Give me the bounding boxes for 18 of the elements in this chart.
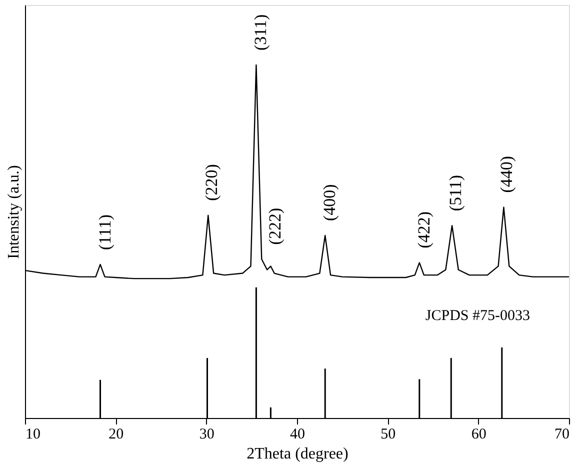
x-tick-label: 10 [26,426,40,442]
annotation: JCPDS #75-0033 [425,308,530,324]
annotation: (511) [446,174,466,212]
annotation: (422) [414,211,434,248]
x-tick-label: 20 [108,426,124,442]
x-tick-label: 50 [380,426,396,442]
annotation: (440) [496,156,516,193]
annotation: (222) [266,208,285,245]
annotation: (400) [320,184,340,222]
annotation: (220) [202,164,222,201]
x-tick-label: 40 [290,426,305,442]
x-tick-label: 30 [199,426,214,442]
x-tick-label: 70 [554,426,570,442]
text: (311) [251,14,270,51]
x-tick-label: 60 [471,426,486,442]
annotation: (111) [95,214,114,250]
y-axis-title: Intensity (a.u.) [6,165,22,259]
x-axis-title: 2Theta (degree) [246,446,348,462]
